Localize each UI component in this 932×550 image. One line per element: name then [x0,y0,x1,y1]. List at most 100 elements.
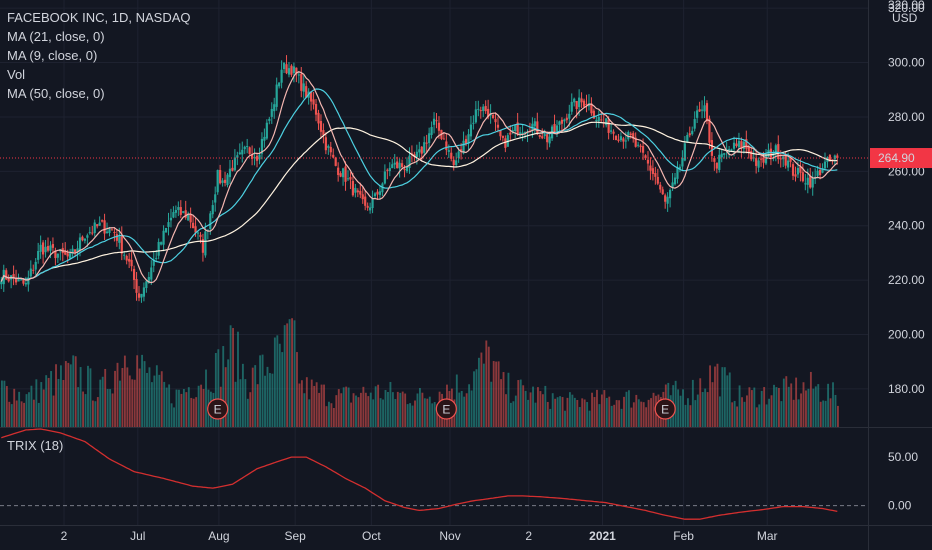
indicator-ma9[interactable]: MA (9, close, 0) [7,48,98,63]
candle-body [472,122,475,124]
candle-body [806,177,809,185]
candle-body [93,222,96,233]
candle-body [312,99,315,105]
candle-body [597,116,600,122]
candle-body [639,145,642,147]
volume-bar [13,388,16,427]
candle-body [560,119,564,124]
volume-bar [50,371,53,427]
candle-body [287,68,291,75]
time-tick-label: Mar [757,529,778,543]
volume-bar [723,367,726,427]
volume-bar [556,397,559,427]
volume-bar [200,384,203,427]
volume-bar [25,394,28,427]
earnings-marker[interactable] [435,398,457,420]
volume-bar [628,390,630,427]
candle-body [420,146,423,154]
candle-body [457,151,460,159]
candle-body [216,170,219,193]
candle-body [499,130,502,137]
volume-bar [728,372,731,427]
volume-bar [837,405,839,427]
candle-body [103,220,106,234]
volume-bar [721,367,724,427]
volume-bar [736,406,739,427]
candle-body [516,122,519,135]
volume-bar [82,391,84,427]
indicator-vol[interactable]: Vol [7,67,26,82]
volume-bar [32,399,35,427]
candle-body [612,131,615,134]
candle-body [430,127,433,135]
candle-body [801,172,804,182]
candle-body [268,118,271,121]
candle-body [477,108,480,110]
candle-body [715,162,718,169]
candle-body [789,158,792,162]
volume-bar [173,407,175,427]
volume-bar [180,393,183,427]
trix-label[interactable]: TRIX (18) [7,438,64,453]
candle-body [418,149,421,153]
candle-body [317,112,320,124]
candle-body [750,151,753,160]
volume-bar [377,384,380,427]
time-tick-label: 2 [61,529,68,543]
indicator-ma21[interactable]: MA (21, close, 0) [7,29,105,44]
candle-body [128,258,131,262]
candle-body [578,97,581,108]
volume-bar [62,380,65,427]
symbol-title[interactable]: FACEBOOK INC, 1D, NASDAQ [7,10,191,25]
candle-body [649,165,652,171]
volume-bar [645,407,648,427]
volume-bar [128,375,131,427]
volume-bar [738,385,741,427]
candle-body [570,101,573,112]
volume-bar [468,384,471,427]
volume-bar [603,390,606,427]
candle-body [693,119,696,129]
candle-body [764,155,768,164]
volume-bar [20,401,23,427]
candle-body [295,67,298,75]
volume-bar [296,352,298,427]
volume-bar [743,401,746,427]
candle-body [425,142,428,144]
earnings-marker[interactable] [654,398,676,420]
volume-bar [355,395,357,427]
candle-body [88,232,91,234]
candle-body [759,158,763,160]
volume-bar [143,361,146,427]
candle-body [580,98,583,103]
candle-body [260,138,264,154]
volume-bar [591,392,593,427]
candle-body [519,132,522,135]
candle-body [83,238,86,241]
volume-bar [91,400,94,427]
indicator-ma50[interactable]: MA (50, close, 0) [7,86,105,101]
volume-bar [775,387,778,427]
candle-body [199,234,202,237]
volume-bar [505,394,507,427]
volume-bar [116,362,119,427]
volume-bar [202,388,205,427]
candle-body [177,207,180,210]
earnings-marker[interactable] [207,398,229,420]
volume-bar [8,401,11,427]
indicator-legend: FACEBOOK INC, 1D, NASDAQ MA (21, close, … [7,8,191,103]
candle-body [263,136,266,141]
volume-bar [473,371,475,427]
volume-bar [342,387,345,427]
candle-body [142,287,146,297]
volume-bar [546,401,549,427]
volume-bar [613,404,616,427]
candle-body [816,170,819,176]
volume-bar [782,378,785,427]
volume-bar [790,383,793,427]
volume-bar [261,354,264,427]
candle-body [617,139,620,141]
price-tick-label: 280.00 [888,110,925,124]
candle-body [241,149,244,155]
